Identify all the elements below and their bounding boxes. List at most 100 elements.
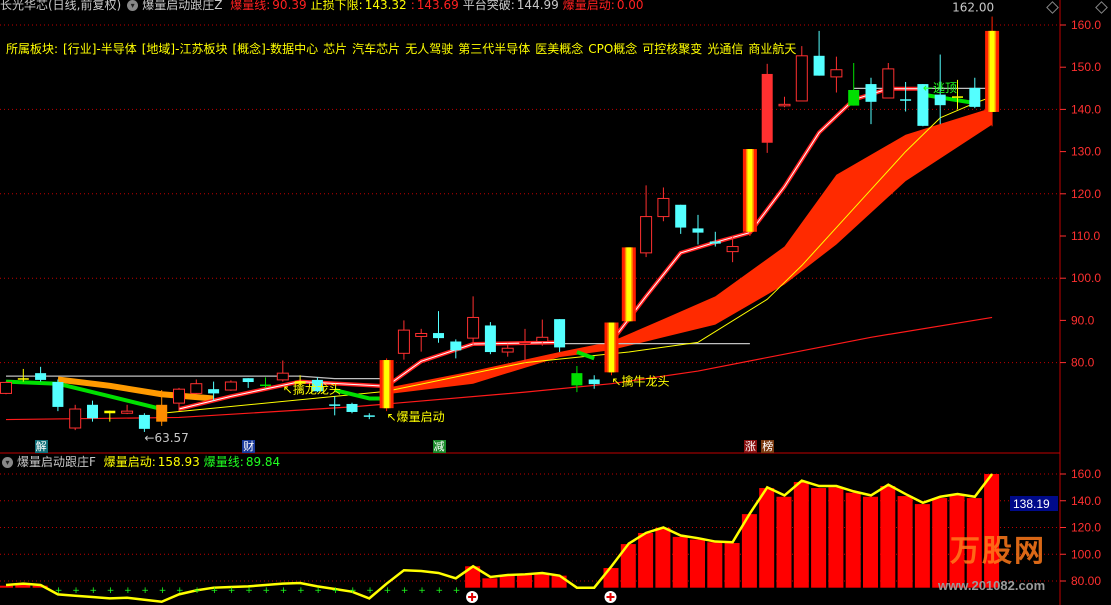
sector-tag: 芯片 — [323, 42, 348, 56]
sub-header-item-value: 89.84 — [245, 455, 281, 469]
plus-marker: + — [228, 586, 236, 596]
candle — [519, 328, 531, 363]
watermark-url: www.201082.com — [938, 578, 1046, 593]
volume-bar — [897, 496, 913, 588]
candle — [484, 322, 496, 355]
candle-body — [276, 372, 289, 381]
volume-bar — [966, 498, 982, 588]
sector-info: 所属板块: [行业]-半导体 [地域]-江苏板块 [概念]-数据中心 芯片 汽车芯片 无人驾… — [6, 40, 806, 57]
y-tick-label: 100.0 — [1071, 271, 1101, 285]
indicator-menu-icon[interactable]: ▾ — [2, 457, 13, 468]
plus-marker: + — [297, 586, 305, 596]
candle-body — [536, 336, 549, 342]
header-item-label: : — [410, 0, 415, 12]
y-tick-label: 130.0 — [1071, 145, 1101, 159]
candle — [865, 77, 877, 125]
indicator-name[interactable]: 爆量启动跟庄Z — [142, 0, 223, 12]
candle — [294, 375, 306, 386]
signal-bar-core — [989, 30, 995, 112]
plus-marker: + — [332, 586, 340, 596]
volume-bar — [759, 488, 775, 588]
candle-body — [709, 241, 721, 244]
y-tick-label: 110.0 — [1071, 229, 1100, 243]
candle — [363, 413, 375, 420]
volume-bar — [620, 544, 636, 588]
candle-body — [0, 381, 12, 394]
candle-body — [830, 69, 843, 78]
volume-bar — [724, 543, 740, 588]
candle-body — [138, 414, 150, 429]
sub-header-item-0: 爆量启动: 158.93 — [104, 455, 200, 469]
header-item-1: 止损下限: 143.32 — [311, 0, 407, 12]
candle-body — [433, 333, 444, 339]
candle-body — [726, 246, 739, 253]
header-item-value: 144.99 — [516, 0, 559, 12]
header-item-2: :143.69 — [411, 0, 459, 12]
chart-annotation: ↖擒牛龙头 — [612, 373, 670, 388]
candle-body — [224, 381, 237, 391]
plus-marker: + — [280, 586, 288, 596]
candle — [778, 96, 791, 108]
candle — [224, 380, 237, 391]
event-marker: 涨 — [743, 440, 757, 453]
sub-header-item-value: 158.93 — [157, 455, 200, 469]
sector-tag: 光通信 — [707, 42, 744, 56]
volume-bar — [32, 585, 48, 588]
candle — [657, 187, 670, 222]
sub-header-item-1: 爆量线: 89.84 — [204, 455, 280, 469]
candle-body — [346, 403, 358, 412]
candle-body — [640, 216, 653, 254]
chart-annotation: ←逃顶 — [923, 81, 957, 95]
y-tick-label: 160.0 — [1071, 18, 1101, 32]
sector-tag: [概念]-数据中心 — [232, 42, 319, 56]
header-item-label: 平台突破: — [462, 0, 515, 12]
sector-tag: 商业航天 — [748, 42, 797, 56]
sector-tag: 可控核聚变 — [642, 42, 703, 56]
candle-body — [761, 73, 773, 143]
circle-plus-icon — [466, 591, 479, 603]
candle-body — [917, 84, 929, 126]
plus-marker: + — [314, 586, 322, 596]
main-indicator-header: 长光华芯(日线,前复权) ▾ 爆量启动跟庄Z 爆量线: 90.39 止损下限: 143.3… — [0, 0, 652, 12]
candle-body — [190, 383, 203, 394]
candle — [415, 328, 428, 352]
stock-title[interactable]: 长光华芯(日线,前复权) — [0, 0, 122, 12]
candle-body — [519, 342, 531, 345]
candle — [467, 296, 480, 346]
candle-body — [571, 373, 583, 386]
volume-bar — [863, 496, 878, 588]
candle-body — [69, 408, 82, 429]
volume-bar — [845, 492, 861, 588]
event-marker: 减 — [432, 440, 446, 453]
sub-indicator-name[interactable]: 爆量启动跟庄F — [17, 455, 96, 469]
candle-body — [952, 96, 963, 98]
candle-body — [311, 379, 323, 392]
candle-body — [795, 55, 808, 102]
candle — [69, 404, 82, 431]
candle-body — [778, 103, 791, 107]
candle — [52, 379, 64, 412]
candle-body — [17, 378, 29, 380]
header-item-3: 平台突破: 144.99 — [463, 0, 559, 12]
indicator-menu-icon[interactable]: ▾ — [127, 0, 139, 11]
candle — [917, 84, 929, 127]
plus-marker: + — [55, 586, 63, 596]
candle — [934, 54, 946, 125]
candle — [604, 322, 619, 376]
signal-bar-core — [626, 247, 632, 322]
candle — [554, 319, 566, 353]
y-tick-label: 100.0 — [1071, 547, 1101, 561]
sector-tag: 无人驾驶 — [405, 42, 454, 56]
candle — [173, 387, 185, 412]
candle — [208, 381, 220, 401]
plus-marker: + — [384, 586, 392, 596]
chart-annotation: ↖擒龙龙头 — [283, 382, 341, 397]
candle-body — [363, 415, 375, 417]
event-marker: 财 — [242, 440, 256, 453]
chart-annotation: 162.00 — [952, 1, 994, 15]
header-item-value: 143.32 — [364, 0, 407, 12]
header-item-label: 爆量线: — [230, 0, 271, 12]
candle-body — [969, 87, 981, 107]
candle-body — [52, 382, 64, 407]
